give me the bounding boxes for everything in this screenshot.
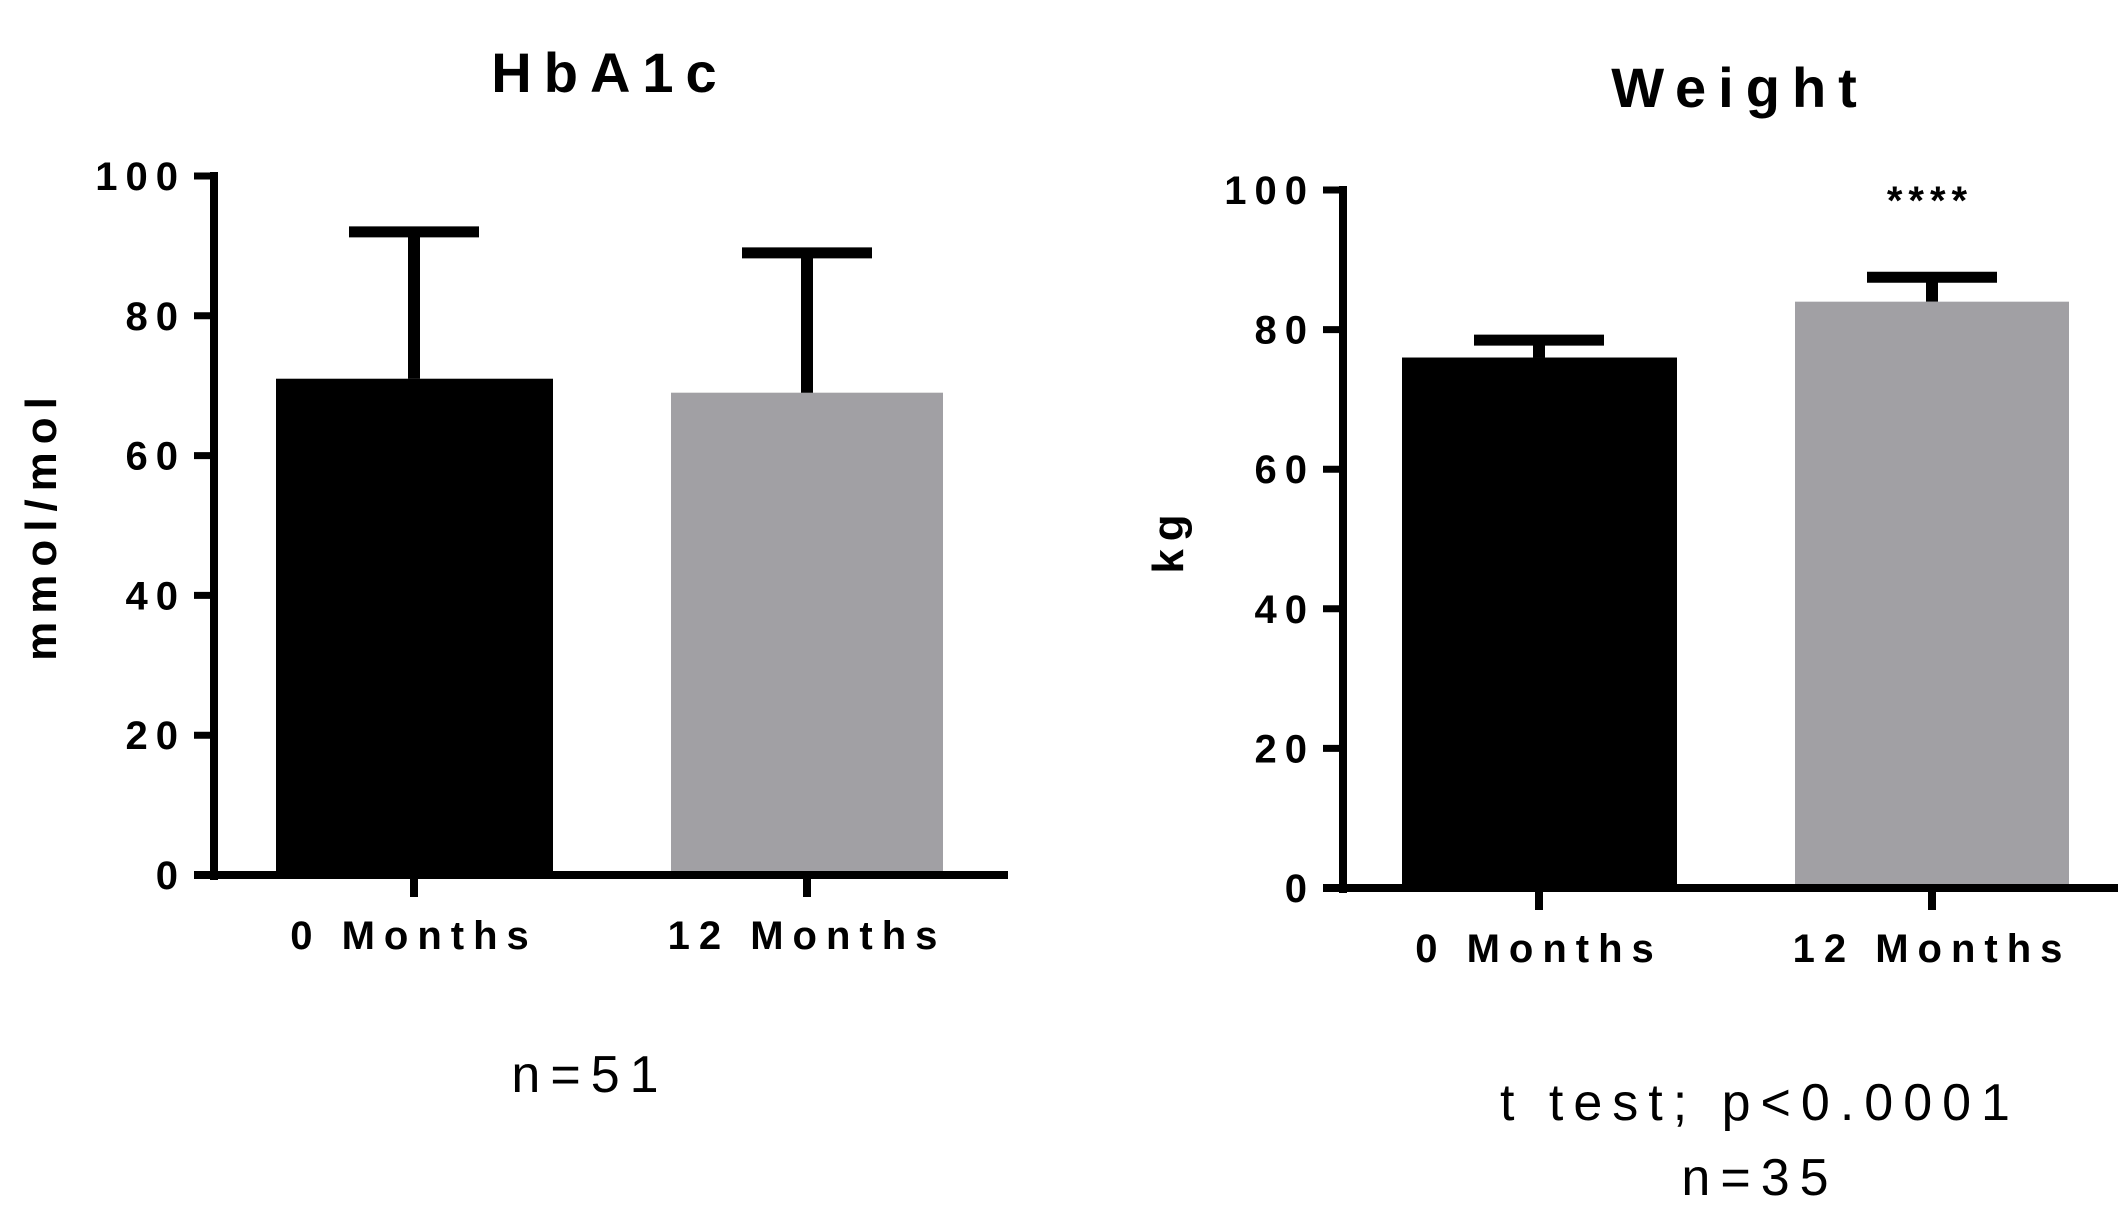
chart-title: Weight bbox=[1611, 56, 1869, 119]
hba1c-panel: HbA1c mmol/mol 0 20 40 60 80 100 0 Months 12 M… bbox=[17, 41, 1008, 1104]
y-tick-label: 80 bbox=[1255, 309, 1316, 353]
y-tick-label: 40 bbox=[126, 574, 187, 618]
y-axis-label: kg bbox=[1144, 506, 1193, 573]
y-tick-label: 20 bbox=[126, 714, 187, 758]
x-ticks-group: 0 Months 12 Months bbox=[290, 875, 947, 958]
x-ticks-group: 0 Months 12 Months bbox=[1415, 888, 2072, 971]
note-line-2: n=35 bbox=[1681, 1149, 1838, 1203]
bar bbox=[1795, 301, 2069, 888]
x-tick-label: 12 Months bbox=[668, 914, 947, 958]
y-axis-label: mmol/mol bbox=[17, 389, 66, 661]
bars-group bbox=[276, 226, 943, 875]
x-tick-label: 0 Months bbox=[1415, 927, 1663, 971]
y-tick-label: 0 bbox=[1285, 867, 1315, 911]
x-tick-label: 0 Months bbox=[290, 914, 538, 958]
y-tick-label: 20 bbox=[1255, 727, 1316, 771]
axes-group bbox=[1323, 186, 2118, 893]
weight-panel: Weight kg 0 20 40 60 80 100 0 Months 12 Months… bbox=[1144, 56, 2118, 1207]
y-tick-label: 80 bbox=[126, 295, 187, 339]
x-tick-label: 12 Months bbox=[1793, 927, 2072, 971]
chart-title: HbA1c bbox=[491, 41, 728, 104]
note-line-1: n=51 bbox=[511, 1046, 668, 1104]
bar bbox=[1402, 357, 1677, 888]
y-ticks-group: 0 20 40 60 80 100 bbox=[1224, 169, 1343, 911]
y-tick-label: 100 bbox=[1224, 169, 1315, 213]
y-tick-label: 40 bbox=[1255, 588, 1316, 632]
bar bbox=[671, 392, 943, 875]
note-line-1: t test; p<0.0001 bbox=[1500, 1074, 2020, 1132]
y-tick-label: 100 bbox=[95, 155, 186, 199]
y-tick-label: 60 bbox=[126, 435, 187, 479]
y-tick-label: 0 bbox=[156, 854, 186, 898]
y-ticks-group: 0 20 40 60 80 100 bbox=[95, 155, 214, 898]
significance-marker: **** bbox=[1887, 179, 1973, 223]
axes-group bbox=[194, 172, 1008, 880]
bars-group bbox=[1402, 271, 2069, 888]
bar bbox=[276, 378, 553, 875]
y-tick-label: 60 bbox=[1255, 448, 1316, 492]
